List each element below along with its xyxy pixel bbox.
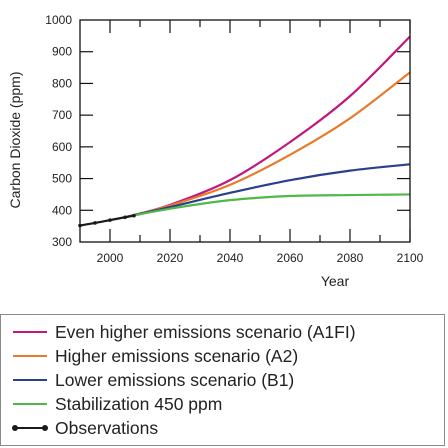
y-tick-label: 400: [52, 203, 72, 217]
x-tick-label: 2040: [217, 251, 244, 265]
x-tick-label: 2080: [337, 251, 364, 265]
x-tick-label: 2020: [157, 251, 184, 265]
plot-frame: [79, 19, 411, 243]
legend-swatch-dot: [42, 425, 48, 431]
legend-swatch: [12, 417, 48, 439]
observation-point: [123, 215, 127, 220]
legend-item-lower-emissions-scenario-b1: Lower emissions scenario (B1): [1, 369, 444, 391]
chart: Carbon Dioxide (ppm) Year 300 400 500 600 70…: [7, 13, 424, 289]
y-tick-label: 1000: [45, 13, 72, 27]
legend-label: Lower emissions scenario (B1): [55, 369, 295, 390]
series-line-even-higher-emissions-scenario-a1fi: [124, 35, 411, 219]
x-tick-label: 2100: [397, 251, 424, 265]
y-tick-label: 500: [52, 172, 72, 186]
legend-swatch: [13, 345, 47, 367]
y-tick-label: 300: [52, 235, 72, 249]
observation-point: [108, 218, 112, 222]
legend-item-observations: Observations: [1, 417, 444, 439]
legend-swatch: [13, 369, 47, 391]
x-axis-title: Year: [321, 273, 350, 289]
series-line-stabilization-450-ppm: [124, 193, 411, 219]
series-line-lower-emissions-scenario-b1: [124, 163, 411, 219]
legend-swatch: [13, 393, 47, 415]
tick-group: 300 400 500 600 700 800 900 1000 2000 2020 2040 206…: [45, 13, 423, 265]
legend-label: Observations: [55, 417, 159, 438]
legend: Even higher emissions scenario (A1FI) Hig…: [0, 314, 445, 446]
legend-swatch-line: [13, 427, 47, 429]
legend-swatch-line: [13, 331, 47, 333]
series-group: [78, 35, 411, 228]
y-tick-label: 800: [52, 76, 72, 90]
legend-item-stabilization-450-ppm: Stabilization 450 ppm: [1, 393, 444, 415]
legend-swatch-line: [13, 355, 47, 357]
legend-item-higher-emissions-scenario-a2: Higher emissions scenario (A2): [1, 345, 444, 367]
legend-swatch: [13, 321, 47, 343]
observation-point: [132, 213, 136, 218]
y-axis-title: Carbon Dioxide (ppm): [7, 72, 23, 209]
x-tick-label: 2000: [97, 251, 124, 265]
series-line-higher-emissions-scenario-a2: [124, 71, 411, 219]
legend-swatch-line: [13, 403, 47, 405]
y-tick-label: 600: [52, 140, 72, 154]
legend-swatch-line: [13, 379, 47, 381]
legend-item-even-higher-emissions-scenario-a1fi: Even higher emissions scenario (A1FI): [1, 321, 444, 343]
y-tick-label: 700: [52, 108, 72, 122]
legend-label: Stabilization 450 ppm: [55, 393, 223, 414]
x-tick-label: 2060: [277, 251, 304, 265]
legend-label: Higher emissions scenario (A2): [55, 345, 299, 366]
chart-svg: Carbon Dioxide (ppm) Year 300 400 500 600 70…: [7, 13, 424, 289]
y-tick-label: 900: [52, 45, 72, 59]
legend-label: Even higher emissions scenario (A1FI): [55, 321, 356, 342]
legend-swatch-dot: [12, 425, 18, 431]
observation-point: [93, 221, 97, 225]
